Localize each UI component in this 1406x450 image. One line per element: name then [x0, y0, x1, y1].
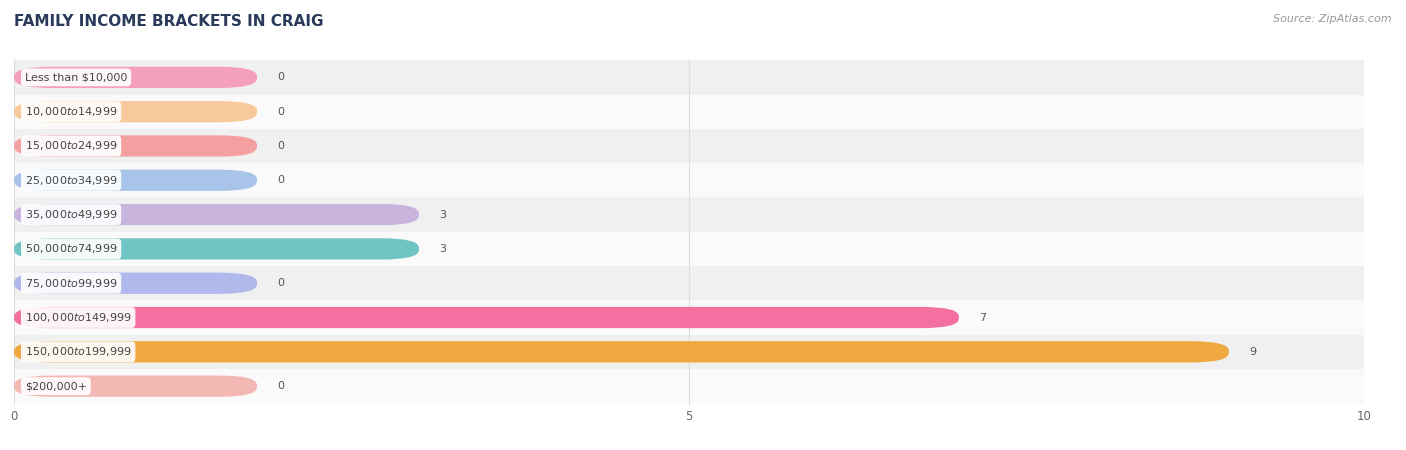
Text: $100,000 to $149,999: $100,000 to $149,999 — [25, 311, 132, 324]
Text: 0: 0 — [277, 107, 284, 117]
Text: $150,000 to $199,999: $150,000 to $199,999 — [25, 345, 132, 358]
Text: Source: ZipAtlas.com: Source: ZipAtlas.com — [1274, 14, 1392, 23]
Text: 0: 0 — [277, 278, 284, 288]
Text: $25,000 to $34,999: $25,000 to $34,999 — [25, 174, 117, 187]
Text: 9: 9 — [1249, 347, 1256, 357]
FancyBboxPatch shape — [14, 369, 1364, 403]
FancyBboxPatch shape — [14, 335, 1364, 369]
FancyBboxPatch shape — [14, 307, 959, 328]
Text: $10,000 to $14,999: $10,000 to $14,999 — [25, 105, 117, 118]
FancyBboxPatch shape — [14, 341, 1229, 362]
FancyBboxPatch shape — [14, 129, 1364, 163]
Text: 3: 3 — [439, 244, 446, 254]
FancyBboxPatch shape — [14, 94, 1364, 129]
Text: 7: 7 — [979, 312, 986, 323]
FancyBboxPatch shape — [14, 232, 1364, 266]
Text: FAMILY INCOME BRACKETS IN CRAIG: FAMILY INCOME BRACKETS IN CRAIG — [14, 14, 323, 28]
Text: 0: 0 — [277, 141, 284, 151]
FancyBboxPatch shape — [14, 300, 1364, 335]
FancyBboxPatch shape — [14, 266, 1364, 300]
FancyBboxPatch shape — [14, 204, 419, 225]
FancyBboxPatch shape — [14, 60, 1364, 94]
FancyBboxPatch shape — [14, 238, 419, 260]
FancyBboxPatch shape — [14, 273, 257, 294]
FancyBboxPatch shape — [14, 163, 1364, 198]
Text: $15,000 to $24,999: $15,000 to $24,999 — [25, 140, 117, 153]
Text: $50,000 to $74,999: $50,000 to $74,999 — [25, 243, 117, 256]
Text: 0: 0 — [277, 176, 284, 185]
Text: Less than $10,000: Less than $10,000 — [25, 72, 127, 82]
FancyBboxPatch shape — [14, 135, 257, 157]
Text: 3: 3 — [439, 210, 446, 220]
Text: $200,000+: $200,000+ — [25, 381, 87, 391]
Text: $75,000 to $99,999: $75,000 to $99,999 — [25, 277, 117, 290]
Text: 0: 0 — [277, 72, 284, 82]
FancyBboxPatch shape — [14, 375, 257, 397]
FancyBboxPatch shape — [14, 67, 257, 88]
FancyBboxPatch shape — [14, 170, 257, 191]
FancyBboxPatch shape — [14, 198, 1364, 232]
Text: 0: 0 — [277, 381, 284, 391]
FancyBboxPatch shape — [14, 101, 257, 122]
Text: $35,000 to $49,999: $35,000 to $49,999 — [25, 208, 117, 221]
